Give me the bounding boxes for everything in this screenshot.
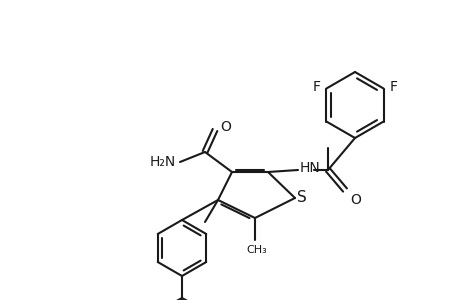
Text: H₂N: H₂N bbox=[150, 155, 176, 169]
Text: F: F bbox=[389, 80, 397, 94]
Text: O: O bbox=[349, 193, 360, 207]
Text: O: O bbox=[219, 120, 230, 134]
Text: F: F bbox=[312, 80, 320, 94]
Text: HN: HN bbox=[299, 161, 320, 175]
Text: S: S bbox=[297, 190, 306, 206]
Text: CH₃: CH₃ bbox=[246, 245, 267, 255]
